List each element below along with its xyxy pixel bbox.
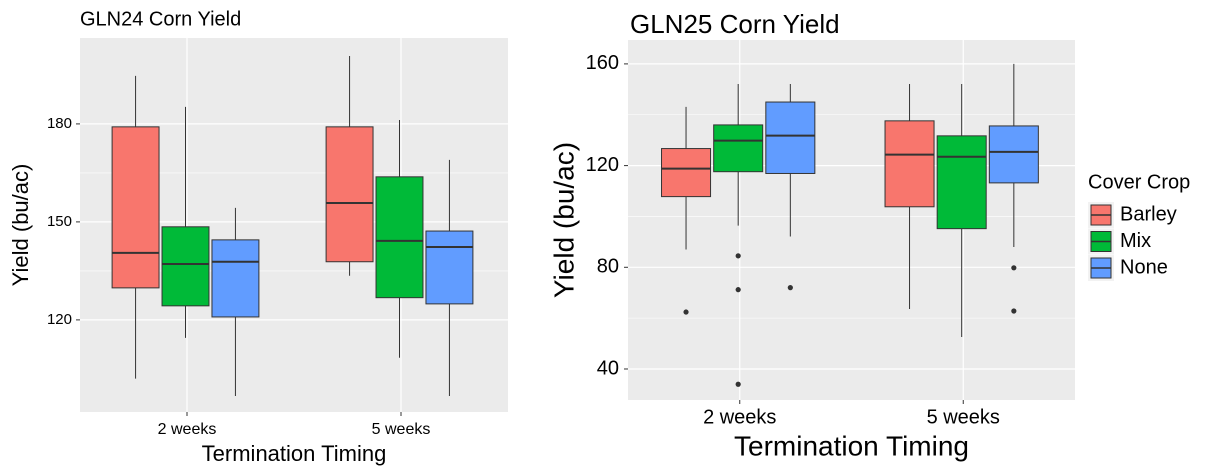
box <box>325 126 374 263</box>
chart-title: GLN25 Corn Yield <box>630 9 840 39</box>
legend-label: Mix <box>1120 230 1151 252</box>
y-axis-title: Yield (bu/ac) <box>548 142 579 298</box>
outlier <box>735 253 741 259</box>
y-tick-label: 150 <box>47 213 72 230</box>
outlier <box>1011 265 1017 271</box>
box <box>375 176 424 299</box>
outlier <box>787 285 793 291</box>
legend-label: Barley <box>1120 203 1177 225</box>
outlier <box>735 287 741 293</box>
legend-title: Cover Crop <box>1088 171 1190 193</box>
x-tick-label: 5 weeks <box>372 421 431 438</box>
box <box>111 126 160 289</box>
y-tick-label: 40 <box>597 357 619 379</box>
box <box>661 148 712 198</box>
y-tick-label: 160 <box>586 52 619 74</box>
box <box>765 101 816 174</box>
legend-label: None <box>1120 256 1168 278</box>
x-tick-label: 2 weeks <box>158 421 217 438</box>
box <box>713 124 764 173</box>
box <box>884 120 935 208</box>
outlier <box>1011 308 1017 314</box>
x-tick-label: 5 weeks <box>927 406 1000 428</box>
outlier <box>683 309 689 315</box>
y-tick-label: 80 <box>597 256 619 278</box>
x-axis-title: Termination Timing <box>202 441 387 466</box>
y-tick-label: 120 <box>586 154 619 176</box>
box <box>161 226 210 307</box>
box <box>936 135 987 230</box>
panel-background <box>628 40 1075 400</box>
y-tick-label: 180 <box>47 115 72 132</box>
box <box>211 239 260 318</box>
y-axis-title: Yield (bu/ac) <box>8 164 33 287</box>
box <box>425 230 474 305</box>
box <box>988 125 1039 184</box>
x-axis-title: Termination Timing <box>734 430 969 461</box>
y-tick-label: 120 <box>47 311 72 328</box>
chart-title: GLN24 Corn Yield <box>80 8 241 30</box>
x-tick-label: 2 weeks <box>703 406 776 428</box>
outlier <box>735 381 741 387</box>
